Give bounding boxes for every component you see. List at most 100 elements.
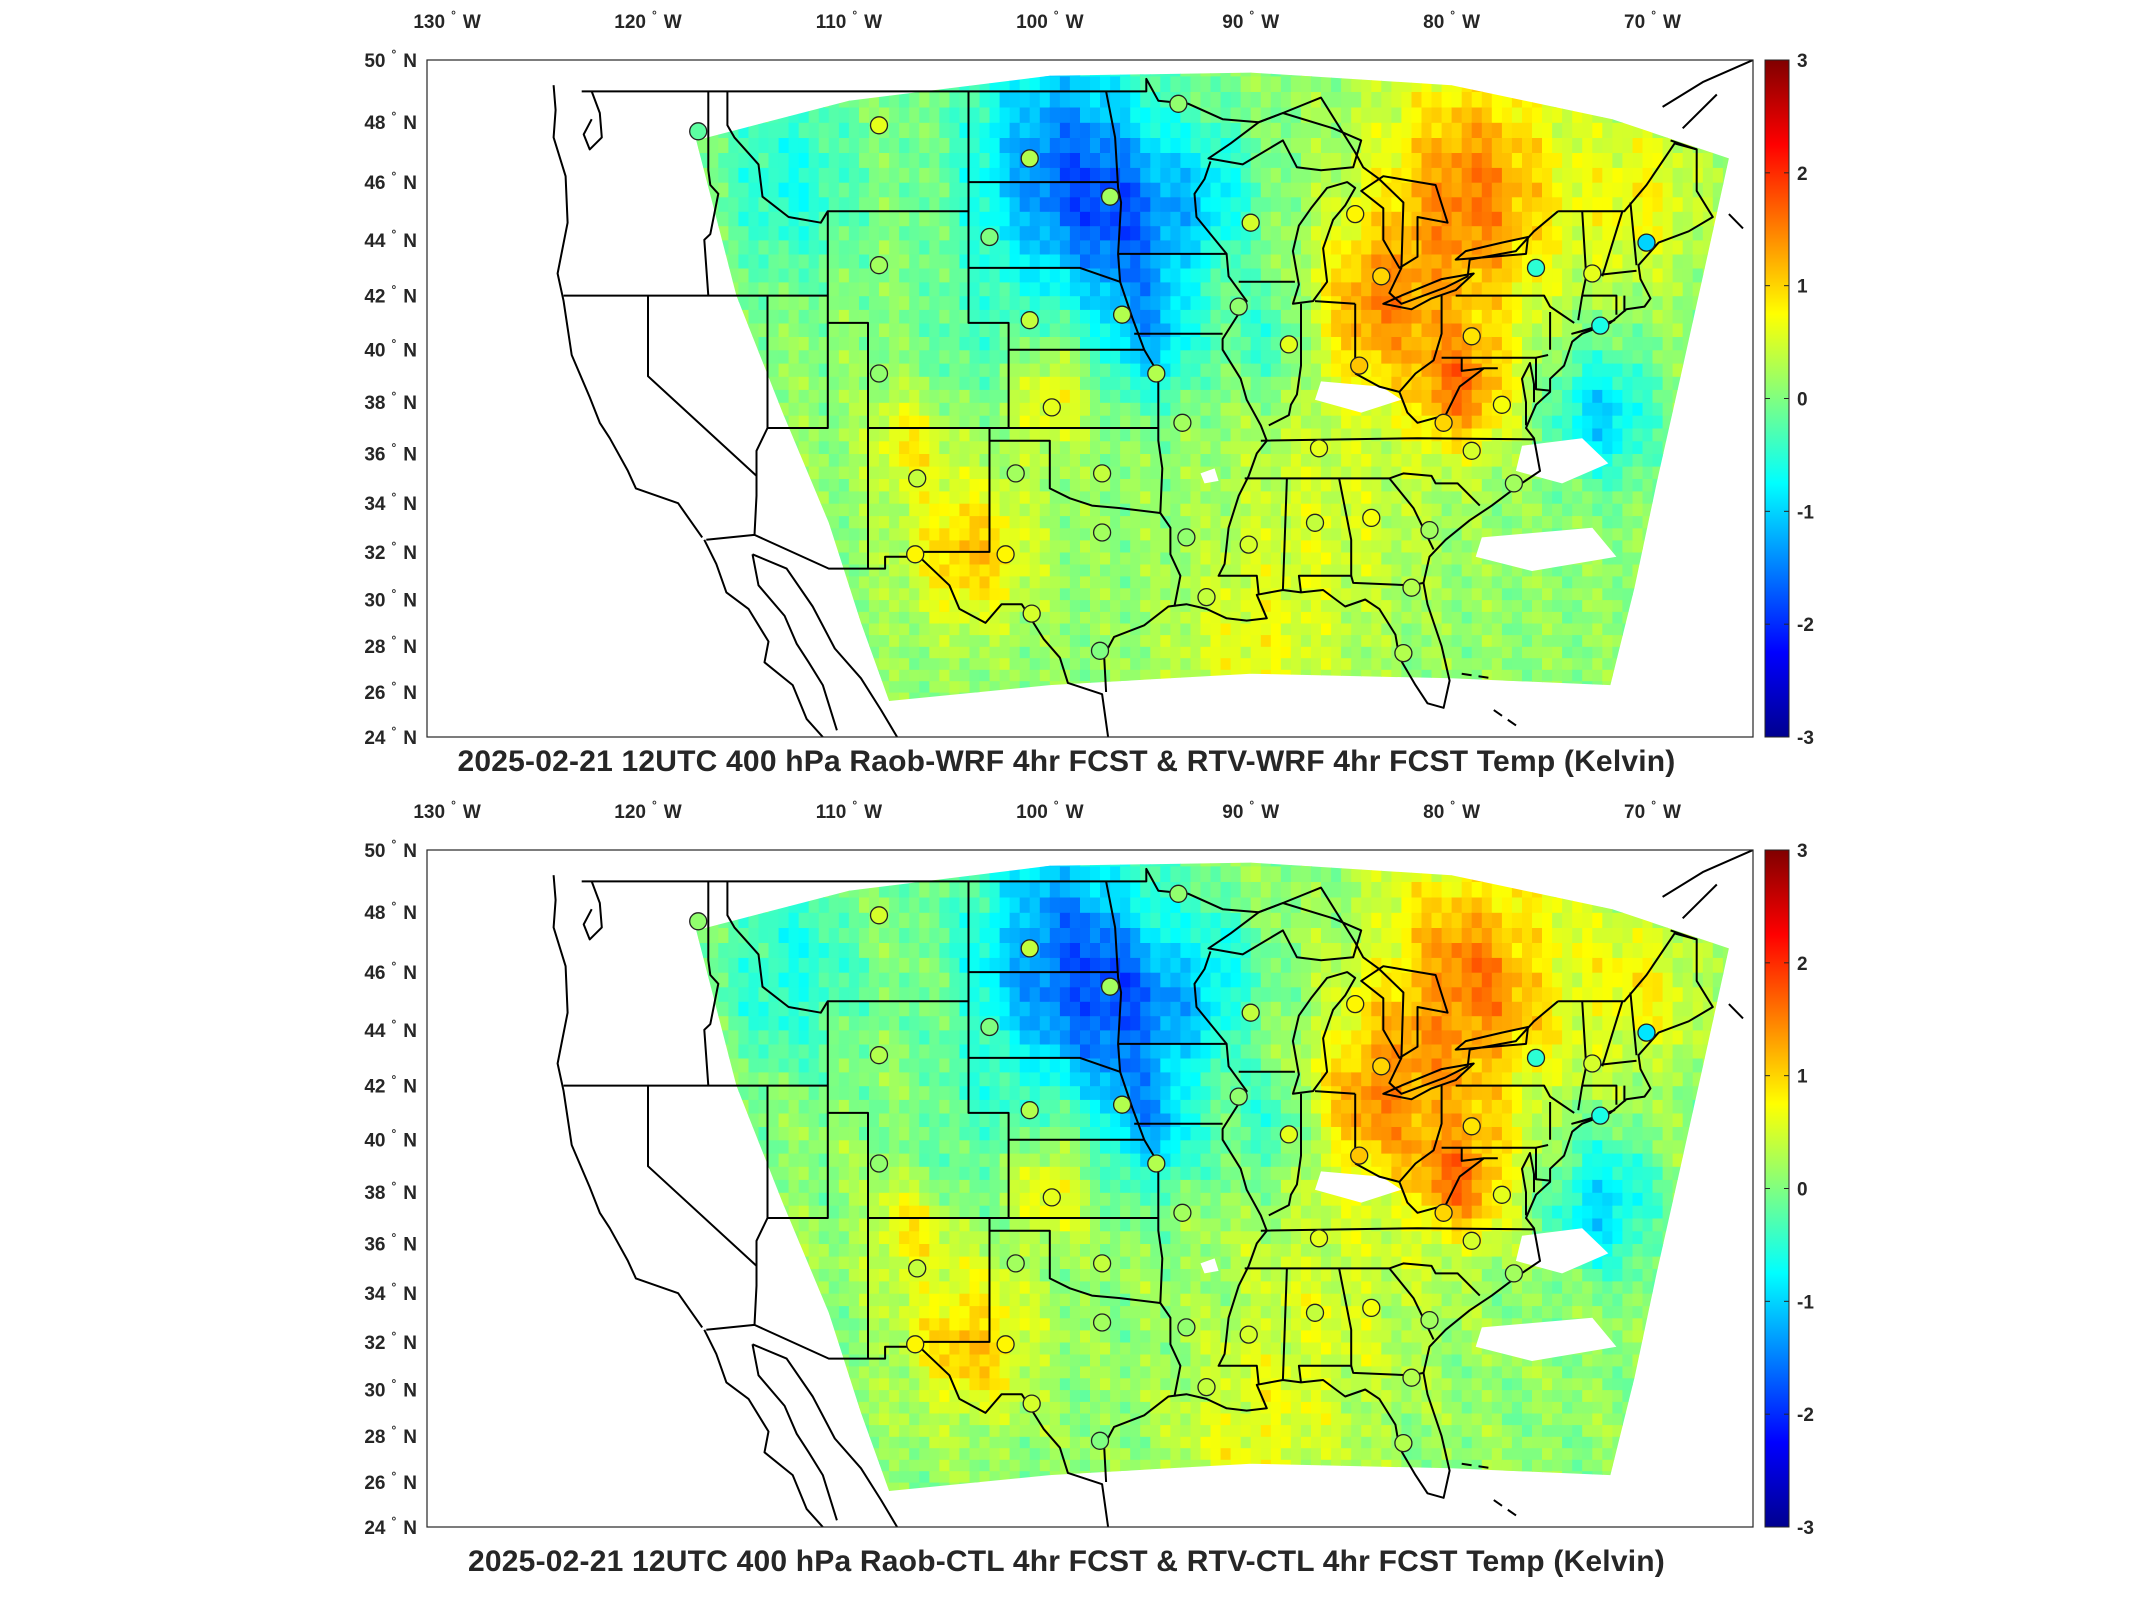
state-border xyxy=(1193,951,1268,1385)
coastline xyxy=(1681,883,1718,920)
raob-station-marker xyxy=(1526,1048,1546,1068)
boundaries xyxy=(552,850,1753,1527)
latitude-tick-label: 44 ° N xyxy=(364,1017,417,1042)
longitude-tick-label: 80 ° W xyxy=(1423,798,1480,823)
raob-station-marker xyxy=(1394,643,1413,663)
coastline xyxy=(1493,1499,1521,1519)
colorbar-tick-label: -2 xyxy=(1797,1405,1814,1426)
state-border xyxy=(1398,295,1443,393)
longitude-tick-label: 130 ° W xyxy=(413,798,481,823)
colorbar-tick-label: -1 xyxy=(1797,502,1814,523)
raob-station-marker xyxy=(1637,233,1656,252)
latitude-tick-label: 44 ° N xyxy=(364,227,417,252)
latitude-tick-label: 38 ° N xyxy=(364,389,417,414)
colorbar-tick-label: 0 xyxy=(1797,390,1808,411)
lake-shore xyxy=(1360,175,1449,269)
state-border xyxy=(703,881,720,1086)
state-border xyxy=(1582,1084,1618,1105)
missing-data-patch xyxy=(1200,468,1219,484)
state-border xyxy=(1577,1001,1588,1111)
state-border xyxy=(868,881,1010,1219)
raob-station-marker xyxy=(1092,464,1112,483)
longitude-tick-labels: 130 ° W 120 ° W 110 ° W 100 ° W 90 ° W 80 ° W 70 ° W xyxy=(413,798,1681,823)
raob-station-marker xyxy=(1526,258,1546,278)
raob-station-marker xyxy=(980,227,999,247)
latitude-tick-label: 46 ° N xyxy=(364,959,417,984)
state-border xyxy=(1281,1268,1288,1381)
raob-station-marker xyxy=(1006,464,1025,483)
missing-data-patch xyxy=(1200,1258,1219,1274)
raob-station-marker xyxy=(1042,398,1061,417)
latitude-tick-label: 36 ° N xyxy=(364,440,417,465)
raob-station-marker xyxy=(869,906,889,925)
raob-station-marker xyxy=(869,364,889,383)
colorbar-tick-label: -3 xyxy=(1797,1518,1814,1539)
coastline xyxy=(751,554,838,731)
longitude-tick-label: 110 ° W xyxy=(816,798,882,823)
colorbar: 3 2 1 0 -1 -2 -3 xyxy=(1764,841,1814,1539)
state-border xyxy=(1260,437,1535,442)
raob-station-marker xyxy=(1020,939,1039,958)
raob-station-marker xyxy=(1583,1054,1602,1073)
lake-shore xyxy=(1382,1062,1475,1101)
longitude-tick-label: 100 ° W xyxy=(1016,8,1084,33)
longitude-tick-label: 120 ° W xyxy=(614,798,682,823)
latitude-tick-label: 32 ° N xyxy=(364,1329,417,1354)
raob-station-marker xyxy=(1229,297,1248,316)
lake-shore xyxy=(1207,902,1363,962)
raob-station-marker xyxy=(1022,604,1041,623)
state-border xyxy=(917,428,991,553)
raob-station-marker xyxy=(1350,356,1369,375)
panel-title: 2025-02-21 12UTC 400 hPa Raob-WRF 4hr FC… xyxy=(457,745,1676,778)
longitude-tick-label: 120 ° W xyxy=(614,8,682,33)
state-border xyxy=(1260,1227,1535,1232)
lake-shore xyxy=(1291,181,1357,305)
latitude-tick-labels: 50 ° N 48 ° N 46 ° N 44 ° N 42 ° N 40 ° N 38 ° N 36 ° N 34 ° N 32 ° N… xyxy=(364,837,417,1539)
state-border xyxy=(1193,161,1268,595)
missing-data-patch xyxy=(1475,527,1617,571)
raob-station-marker xyxy=(1583,264,1602,283)
state-border xyxy=(1281,478,1288,591)
map-area xyxy=(427,850,1753,1527)
latitude-tick-label: 46 ° N xyxy=(364,169,417,194)
latitude-tick-labels: 50 ° N 48 ° N 46 ° N 44 ° N 42 ° N 40 ° N 38 ° N 36 ° N 34 ° N 32 ° N… xyxy=(364,47,417,749)
raob-station-marker xyxy=(1090,641,1110,660)
missing-data-patch xyxy=(1315,1171,1402,1203)
raob-station-marker xyxy=(1279,1125,1299,1144)
coastline xyxy=(1728,1003,1744,1020)
raob-station-marker xyxy=(1169,94,1188,113)
state-border xyxy=(703,91,720,296)
coastline xyxy=(582,91,603,151)
raob-station-marker xyxy=(1504,474,1524,493)
coastline xyxy=(1662,850,1753,898)
raob-station-marker xyxy=(1305,513,1325,532)
raob-station-marker xyxy=(869,256,889,275)
raob-station-marker xyxy=(1112,305,1132,324)
state-border xyxy=(826,1001,869,1359)
missing-data-patch xyxy=(1475,1317,1617,1361)
state-border xyxy=(1441,1144,1549,1149)
latitude-tick-label: 30 ° N xyxy=(364,1377,417,1402)
longitude-tick-label: 130 ° W xyxy=(413,8,481,33)
raob-station-marker xyxy=(908,469,927,488)
state-border xyxy=(767,322,829,429)
raob-station-marker xyxy=(1462,327,1481,346)
latitude-tick-label: 26 ° N xyxy=(364,679,417,704)
state-border xyxy=(1268,1093,1302,1217)
raob-station-marker xyxy=(1173,1203,1192,1222)
latitude-tick-label: 48 ° N xyxy=(364,109,417,134)
raob-station-marker xyxy=(869,116,889,135)
raob-station-marker xyxy=(1229,1087,1248,1106)
state-border xyxy=(826,211,869,569)
longitude-tick-label: 90 ° W xyxy=(1222,798,1279,823)
longitude-tick-label: 90 ° W xyxy=(1222,8,1279,33)
raob-station-marker xyxy=(1177,528,1196,547)
raob-station-marker xyxy=(1362,1298,1381,1318)
state-border xyxy=(1535,357,1551,392)
map-frame xyxy=(426,849,1754,1528)
map-panel-raob-wrf: 130 ° W 120 ° W 110 ° W 100 ° W 90 ° W 80 ° W 70 ° W 50 ° N 48 ° N… xyxy=(0,0,2133,790)
latitude-tick-label: 28 ° N xyxy=(364,633,417,658)
raob-station-marker xyxy=(1402,1368,1421,1387)
coastline xyxy=(1521,1152,1535,1216)
latitude-tick-label: 50 ° N xyxy=(364,837,417,862)
